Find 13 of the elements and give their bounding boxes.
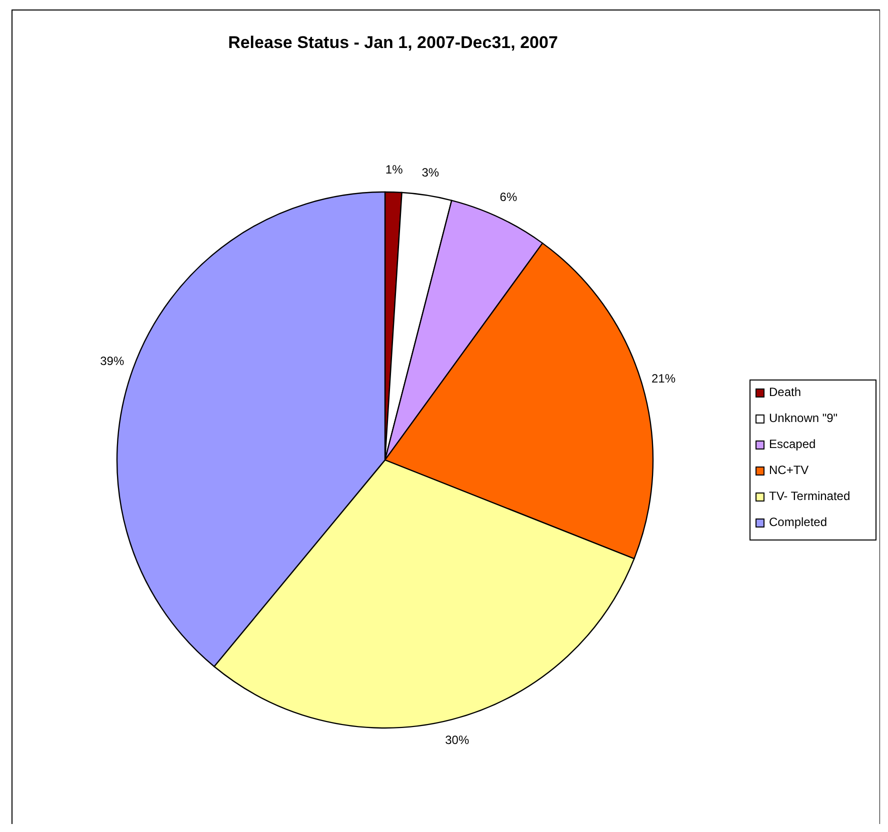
data-label: 21% <box>651 371 676 386</box>
data-label: 6% <box>500 190 518 204</box>
data-label: 3% <box>422 166 440 180</box>
legend-label: Completed <box>769 515 828 530</box>
legend-label: NC+TV <box>769 463 809 478</box>
legend-label: Escaped <box>769 437 816 452</box>
legend-label: Death <box>769 385 802 400</box>
chart-title: Release Status - Jan 1, 2007-Dec31, 2007 <box>228 33 558 52</box>
legend-label: Unknown "9" <box>769 411 838 426</box>
legend-label: TV- Terminated <box>769 489 850 504</box>
data-label: 30% <box>445 733 470 748</box>
data-label: 1% <box>385 162 404 176</box>
data-label: 39% <box>100 354 124 368</box>
